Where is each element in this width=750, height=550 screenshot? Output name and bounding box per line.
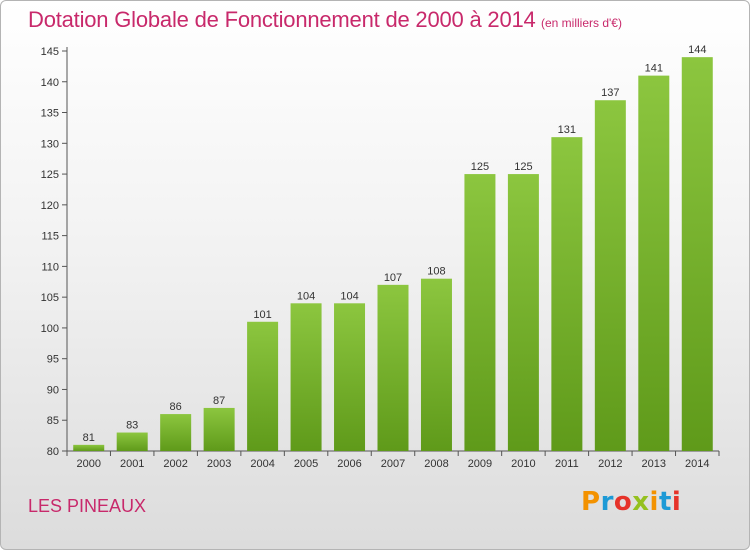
y-axis: 80 85 90 95 100 105 110 115 120 125 130 135 140 145	[41, 46, 68, 458]
y-tick-label: 145	[41, 46, 59, 58]
x-tick-label-2012: 2012	[598, 458, 622, 470]
y-tick-label: 120	[41, 200, 59, 212]
data-label-2010: 125	[514, 161, 532, 173]
bar-2007	[377, 284, 409, 451]
data-label-2004: 101	[253, 309, 271, 321]
data-label-2002: 86	[170, 401, 182, 413]
y-tick-label: 125	[41, 169, 59, 181]
logo-letter: P	[581, 487, 601, 517]
logo-letter: o	[613, 487, 633, 517]
x-axis: 2000 2001 2002 2003 2004 2005 2006 2007 2008 2009…	[66, 450, 720, 470]
x-tick-label-2002: 2002	[163, 458, 187, 470]
x-tick-label-2013: 2013	[642, 458, 666, 470]
x-tick-label-2004: 2004	[250, 458, 274, 470]
y-tick-label: 80	[47, 446, 59, 458]
x-tick-label-2011: 2011	[555, 458, 579, 470]
bar-2002	[160, 414, 192, 451]
data-label-2014: 144	[688, 44, 706, 56]
y-tick-label: 90	[47, 384, 59, 396]
logo-letter: r	[600, 487, 614, 517]
y-tick-label: 100	[41, 323, 59, 335]
x-tick-label-2009: 2009	[468, 458, 492, 470]
x-tick-label-2003: 2003	[207, 458, 231, 470]
y-tick-label: 140	[41, 77, 59, 89]
y-tick-label: 135	[41, 108, 59, 120]
data-label-2006: 104	[340, 290, 358, 302]
y-tick-label: 85	[47, 415, 59, 427]
bar-2008	[420, 278, 452, 451]
bars: 81 83 86 87 101 104 104 107 108 125 125 131 137 141 14…	[73, 44, 713, 452]
bar-2012	[594, 100, 626, 451]
chart-title: Dotation Globale de Fonctionnement de 20…	[28, 7, 536, 32]
x-tick-label-2006: 2006	[337, 458, 361, 470]
bar-2010	[507, 174, 539, 452]
data-label-2007: 107	[384, 272, 402, 284]
bar-2013	[638, 75, 670, 451]
y-tick-label: 95	[47, 354, 59, 366]
y-tick-label: 110	[41, 261, 59, 273]
data-label-2000: 81	[83, 432, 95, 444]
logo-letter: x	[632, 487, 650, 517]
bar-2000	[73, 444, 105, 451]
data-label-2011: 131	[558, 124, 576, 136]
y-tick-label: 115	[41, 231, 59, 243]
x-tick-label-2001: 2001	[120, 458, 144, 470]
bar-2001	[116, 432, 148, 451]
data-label-2009: 125	[471, 161, 489, 173]
x-tick-label-2014: 2014	[685, 458, 709, 470]
commune-name: LES PINEAUX	[28, 496, 147, 516]
logo-letter: i	[649, 487, 659, 517]
bar-2014	[681, 57, 713, 452]
proxiti-logo: Proxiti	[581, 487, 681, 517]
bar-2005	[290, 303, 322, 451]
data-label-2012: 137	[601, 87, 619, 99]
y-tick-label: 105	[41, 292, 59, 304]
data-label-2013: 141	[645, 63, 663, 75]
logo-letter: t	[658, 487, 672, 517]
data-label-2003: 87	[213, 395, 225, 407]
x-tick-label-2000: 2000	[76, 458, 100, 470]
y-tick-label: 130	[41, 138, 59, 150]
x-tick-label-2008: 2008	[424, 458, 448, 470]
data-label-2005: 104	[297, 290, 315, 302]
data-label-2001: 83	[126, 420, 138, 432]
bar-2004	[247, 321, 279, 451]
bar-2009	[464, 174, 496, 452]
x-tick-label-2010: 2010	[511, 458, 535, 470]
x-tick-label-2007: 2007	[381, 458, 405, 470]
data-label-2008: 108	[427, 266, 445, 278]
bar-2003	[203, 407, 235, 451]
chart-subtitle: (en milliers d'€)	[541, 16, 622, 30]
logo-letter: i	[671, 487, 682, 517]
bar-2011	[551, 137, 583, 451]
bar-2006	[334, 303, 366, 451]
x-tick-label-2005: 2005	[294, 458, 318, 470]
